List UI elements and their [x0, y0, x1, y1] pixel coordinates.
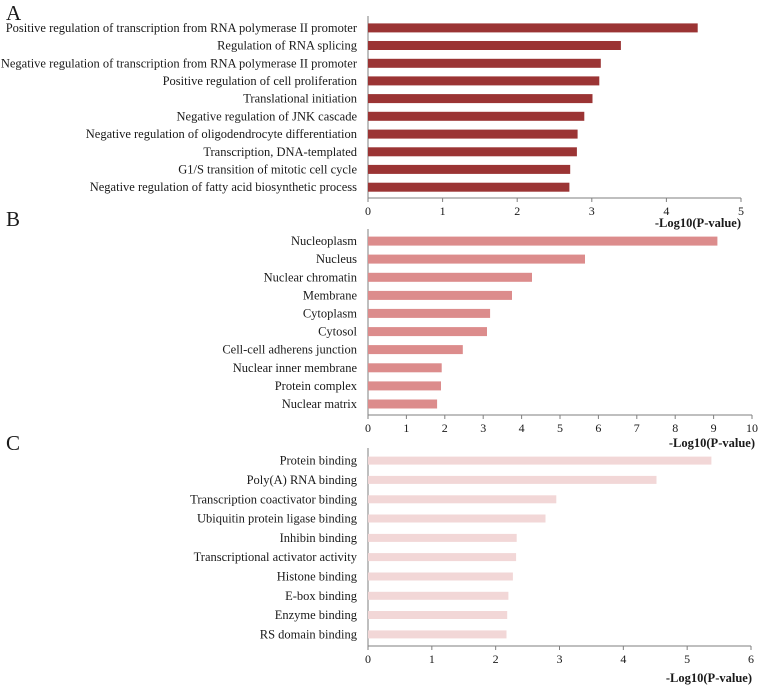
category-label: Positive regulation of transcription fro…: [6, 21, 358, 35]
bar: [368, 129, 578, 139]
category-label: E-box binding: [285, 589, 358, 603]
x-tick-label: 5: [684, 652, 690, 666]
x-tick-label: 6: [595, 421, 601, 435]
category-label: Cytoplasm: [303, 306, 357, 320]
category-label: Negative regulation of JNK cascade: [177, 109, 358, 123]
category-label: Transcriptional activator activity: [194, 550, 358, 564]
x-tick-label: 4: [519, 421, 525, 435]
category-label: Nuclear chromatin: [264, 270, 358, 284]
bar: [368, 533, 517, 542]
category-label: Negative regulation of fatty acid biosyn…: [90, 180, 357, 194]
bar: [368, 290, 512, 300]
category-label: Negative regulation of oligodendrocyte d…: [86, 127, 358, 141]
x-tick-label: 1: [429, 652, 435, 666]
bar: [368, 111, 585, 121]
bar: [368, 630, 507, 639]
x-tick-label: 0: [365, 204, 371, 218]
x-tick-label: 6: [748, 652, 754, 666]
x-tick-label: 8: [672, 421, 678, 435]
category-label: Cytosol: [318, 325, 357, 339]
bar: [368, 147, 577, 157]
x-tick-label: 9: [711, 421, 717, 435]
x-axis-title: -Log10(P-value): [666, 671, 752, 685]
bar: [368, 572, 513, 581]
category-label: Positive regulation of cell proliferatio…: [163, 74, 358, 88]
x-tick-label: 0: [365, 652, 371, 666]
x-tick-label: 5: [738, 204, 744, 218]
category-label: Transcription coactivator binding: [190, 492, 358, 506]
category-label: Enzyme binding: [275, 608, 358, 622]
panel-letter: A: [6, 1, 22, 25]
x-axis-title: -Log10(P-value): [669, 436, 755, 450]
x-tick-label: 4: [663, 204, 669, 218]
category-label: Translational initiation: [243, 92, 358, 106]
x-tick-label: 1: [403, 421, 409, 435]
category-label: Negative regulation of transcription fro…: [1, 56, 358, 70]
category-label: Poly(A) RNA binding: [247, 473, 358, 487]
category-label: Membrane: [303, 288, 358, 302]
category-label: Cell-cell adherens junction: [222, 343, 357, 357]
bar: [368, 272, 532, 282]
bar: [368, 254, 585, 264]
x-tick-label: 7: [634, 421, 640, 435]
bar: [368, 41, 621, 50]
category-label: Nuclear inner membrane: [233, 361, 358, 375]
category-label: G1/S transition of mitotic cell cycle: [178, 162, 357, 176]
x-tick-label: 5: [557, 421, 563, 435]
bar: [368, 553, 517, 562]
bar: [368, 514, 546, 523]
x-tick-label: 2: [493, 652, 499, 666]
x-tick-label: 3: [557, 652, 563, 666]
bar: [368, 345, 463, 355]
x-axis-title: -Log10(P-value): [655, 216, 741, 230]
category-label: Histone binding: [277, 570, 358, 584]
bar: [368, 591, 509, 600]
category-label: Regulation of RNA splicing: [217, 39, 358, 53]
bar: [368, 399, 438, 409]
bar: [368, 327, 487, 337]
category-label: Inhibin binding: [280, 531, 358, 545]
x-tick-label: 1: [440, 204, 446, 218]
bar: [368, 94, 593, 104]
bar: [368, 308, 491, 318]
bar: [368, 76, 600, 86]
bar: [368, 611, 508, 619]
x-tick-label: 2: [514, 204, 520, 218]
panel-c: C Protein binding Poly(A) RNA binding Trans…: [6, 431, 754, 685]
bar: [368, 58, 601, 68]
x-tick-label: 2: [442, 421, 448, 435]
category-label: Protein complex: [275, 379, 358, 393]
x-tick-label: 0: [365, 421, 371, 435]
bar: [368, 236, 718, 246]
category-label: Nuclear matrix: [282, 397, 358, 411]
x-tick-label: 10: [746, 421, 758, 435]
bar: [368, 23, 698, 33]
bar: [368, 456, 712, 465]
panel-letter: B: [6, 207, 20, 231]
bar: [368, 164, 571, 174]
category-label: Transcription, DNA-templated: [203, 145, 357, 159]
category-label: Nucleus: [316, 252, 357, 266]
x-tick-label: 4: [620, 652, 626, 666]
bar: [368, 495, 557, 504]
category-label: Protein binding: [280, 454, 358, 468]
category-label: Nucleoplasm: [291, 234, 357, 248]
panel-b: B Nucleoplasm Nucleus Nuclear chromatin Memb…: [6, 207, 758, 450]
x-tick-label: 3: [589, 204, 595, 218]
category-label: RS domain binding: [260, 627, 358, 641]
bar: [368, 381, 441, 391]
x-tick-label: 3: [480, 421, 486, 435]
bar: [368, 363, 442, 373]
category-label: Ubiquitin protein ligase binding: [197, 512, 358, 526]
panel-letter: C: [6, 431, 20, 455]
bar: [368, 475, 657, 484]
bar: [368, 182, 570, 192]
